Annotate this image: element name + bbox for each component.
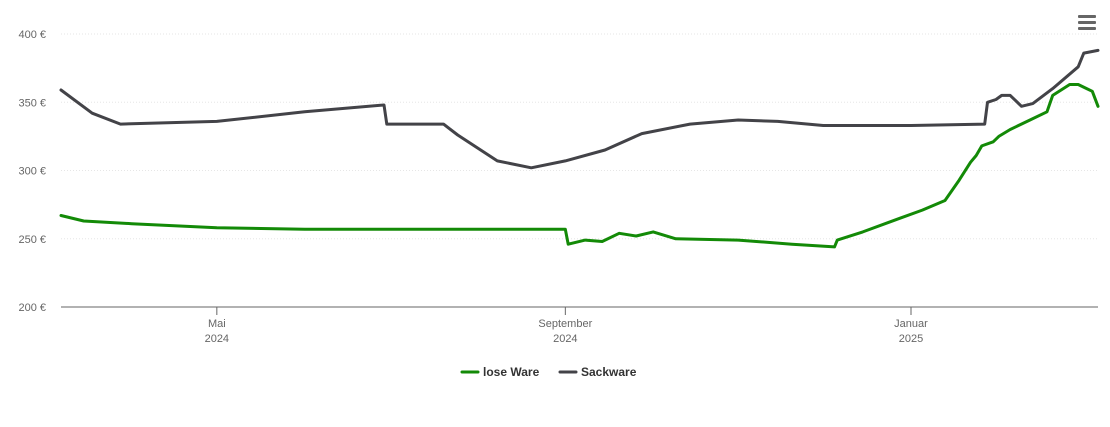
legend-label: lose Ware	[483, 365, 540, 379]
y-tick-label: 250 €	[18, 234, 46, 246]
chart-menu-button[interactable]	[1076, 12, 1098, 32]
y-axis: 200 € 250 € 300 € 350 € 400 €	[18, 29, 46, 314]
x-tick-year: 2025	[899, 333, 923, 345]
hamburger-menu-icon	[1078, 15, 1096, 18]
grid-lines	[61, 33, 1098, 240]
y-tick-label: 300 €	[18, 166, 46, 178]
hamburger-menu-icon-bar	[1078, 27, 1096, 30]
series-line-lose-ware	[59, 83, 1100, 249]
series-line-sackware	[59, 48, 1100, 170]
y-tick-label: 200 €	[18, 302, 46, 314]
legend-item[interactable]: lose Ware	[460, 365, 540, 379]
x-tick-label: September	[538, 318, 592, 330]
x-tick-year: 2024	[205, 333, 229, 345]
hamburger-menu-icon-bar	[1078, 21, 1096, 24]
x-tick-label: Januar	[894, 318, 928, 330]
x-tick-label: Mai	[208, 318, 226, 330]
x-axis: Mai 2024 September 2024 Januar 2025	[61, 306, 1098, 345]
x-tick-year: 2024	[553, 333, 577, 345]
legend[interactable]: lose Ware Sackware	[460, 365, 637, 379]
y-tick-label: 350 €	[18, 97, 46, 109]
series-lines	[59, 48, 1100, 249]
legend-item[interactable]: Sackware	[558, 365, 637, 379]
y-tick-label: 400 €	[18, 29, 46, 41]
legend-label: Sackware	[581, 365, 637, 379]
